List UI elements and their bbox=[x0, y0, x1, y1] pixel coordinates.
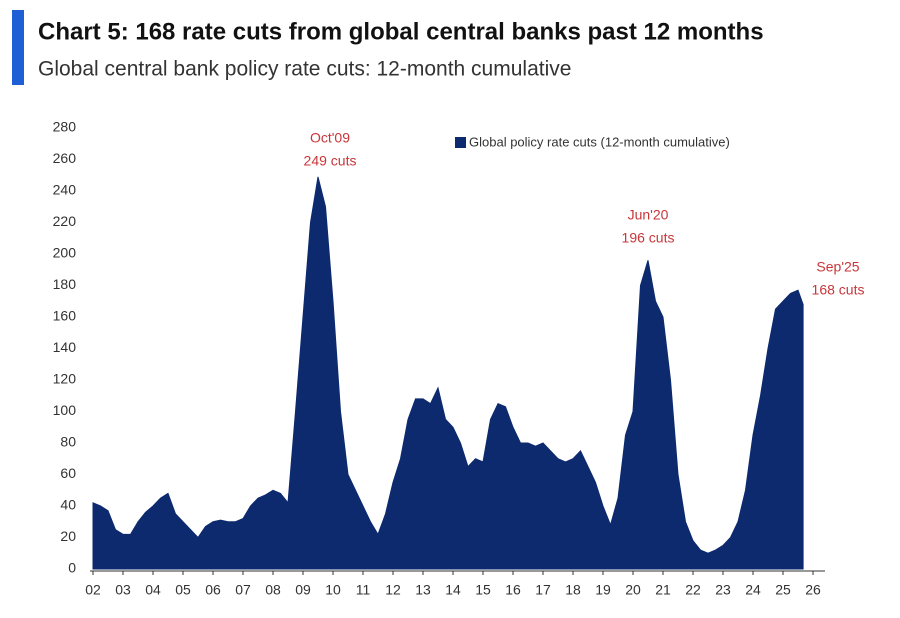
area bbox=[92, 176, 804, 570]
x-tick-label: 08 bbox=[265, 582, 281, 598]
y-tick-label: 0 bbox=[68, 560, 76, 576]
x-tick-label: 11 bbox=[356, 582, 371, 598]
x-tick-label: 13 bbox=[415, 582, 431, 598]
annotation: Oct'09 bbox=[310, 130, 350, 146]
x-tick-label: 18 bbox=[565, 582, 581, 598]
x-tick-label: 02 bbox=[85, 582, 101, 598]
y-tick-label: 200 bbox=[53, 245, 77, 261]
x-tick-label: 19 bbox=[595, 582, 611, 598]
x-tick-label: 25 bbox=[775, 582, 791, 598]
x-tick-label: 23 bbox=[715, 582, 731, 598]
y-tick-label: 220 bbox=[53, 213, 77, 229]
y-tick-label: 20 bbox=[60, 528, 76, 544]
annotation: 196 cuts bbox=[622, 230, 675, 246]
y-tick-label: 280 bbox=[53, 119, 77, 135]
x-tick-label: 04 bbox=[145, 582, 161, 598]
x-tick-label: 22 bbox=[685, 582, 701, 598]
x-tick-label: 06 bbox=[205, 582, 221, 598]
y-tick-label: 40 bbox=[60, 497, 76, 513]
x-tick-label: 10 bbox=[325, 582, 341, 598]
x-tick-label: 14 bbox=[445, 582, 461, 598]
y-tick-label: 80 bbox=[60, 434, 76, 450]
y-tick-label: 120 bbox=[53, 371, 77, 387]
x-tick-label: 07 bbox=[235, 582, 251, 598]
annotation: 249 cuts bbox=[304, 153, 357, 169]
annotation: Sep'25 bbox=[816, 259, 859, 275]
chart-title: Chart 5: 168 rate cuts from global centr… bbox=[38, 18, 764, 45]
chart-subtitle: Global central bank policy rate cuts: 12… bbox=[38, 58, 571, 81]
x-tick-label: 16 bbox=[505, 582, 521, 598]
y-tick-label: 160 bbox=[53, 308, 77, 324]
x-tick-label: 26 bbox=[805, 582, 821, 598]
y-tick-label: 260 bbox=[53, 150, 77, 166]
x-tick-label: 21 bbox=[655, 582, 671, 598]
x-tick-label: 12 bbox=[385, 582, 401, 598]
legend-label: Global policy rate cuts (12-month cumula… bbox=[469, 134, 730, 149]
x-tick-label: 15 bbox=[475, 582, 491, 598]
legend-swatch bbox=[455, 137, 466, 148]
y-tick-label: 180 bbox=[53, 276, 77, 292]
y-tick-label: 140 bbox=[53, 339, 77, 355]
y-tick-label: 240 bbox=[53, 182, 77, 198]
x-tick-label: 09 bbox=[295, 582, 311, 598]
y-tick-label: 100 bbox=[53, 402, 77, 418]
x-tick-label: 20 bbox=[625, 582, 641, 598]
title-accent bbox=[12, 10, 24, 85]
x-tick-label: 05 bbox=[175, 582, 191, 598]
annotation: 168 cuts bbox=[812, 282, 865, 298]
x-tick-label: 17 bbox=[535, 582, 551, 598]
y-tick-label: 60 bbox=[60, 465, 76, 481]
x-tick-label: 24 bbox=[745, 582, 761, 598]
x-tick-label: 03 bbox=[115, 582, 131, 598]
annotation: Jun'20 bbox=[628, 207, 669, 223]
